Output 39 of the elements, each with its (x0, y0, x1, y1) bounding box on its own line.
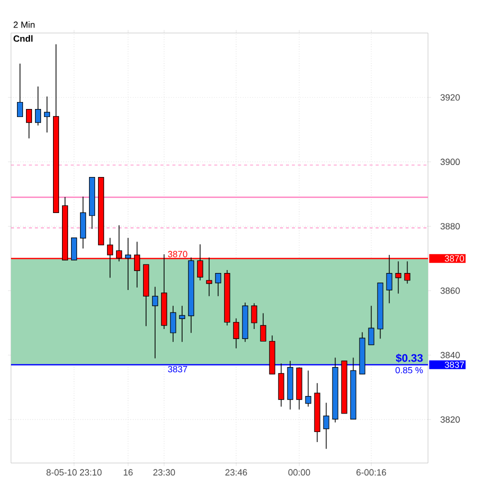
candlestick (368, 305, 374, 346)
candlestick (125, 237, 132, 290)
y-tick-label: 3820 (440, 416, 460, 423)
candlestick (26, 108, 32, 139)
candlestick (323, 402, 330, 450)
candlestick (404, 260, 410, 284)
text: 3837 (444, 362, 464, 368)
text: 3870 (444, 255, 464, 262)
candlestick (170, 305, 176, 342)
chart-title: 2 Min (14, 21, 35, 28)
annotation: 0.85 % (396, 366, 423, 374)
candlestick (395, 260, 402, 294)
y-tick-label: 3840 (440, 352, 460, 358)
x-tick-label: 16 (124, 469, 133, 476)
y-tick-label: 3900 (440, 158, 460, 166)
y-tick-label: 3880 (440, 223, 460, 230)
candlestick (260, 312, 266, 342)
y-tick-label: 3860 (440, 287, 460, 294)
candlestick (44, 96, 50, 133)
candlestick (179, 305, 186, 342)
x-tick-label: 23:30 (153, 469, 175, 476)
candlestick (305, 370, 312, 408)
ref-line-label: 3837 (168, 366, 188, 372)
candlestick (152, 286, 158, 359)
candlestick (17, 63, 24, 118)
annotation: $0.33 (396, 354, 423, 363)
ref-line-label: 3870 (168, 250, 188, 258)
candlestick (71, 237, 78, 260)
x-tick-label: 6-00:16 (356, 469, 386, 476)
candlestick (386, 254, 392, 304)
candlestick (233, 318, 240, 349)
x-tick-label: 8-05-10 23:10 (46, 469, 102, 476)
annotation: Cndl (14, 35, 32, 42)
candlestick (251, 302, 258, 330)
x-tick-label: 23:46 (225, 469, 247, 476)
x-tick-label: 00:00 (288, 469, 310, 476)
candlestick (215, 272, 222, 297)
candlestick (35, 86, 42, 126)
y-tick-label: 3920 (440, 94, 460, 101)
